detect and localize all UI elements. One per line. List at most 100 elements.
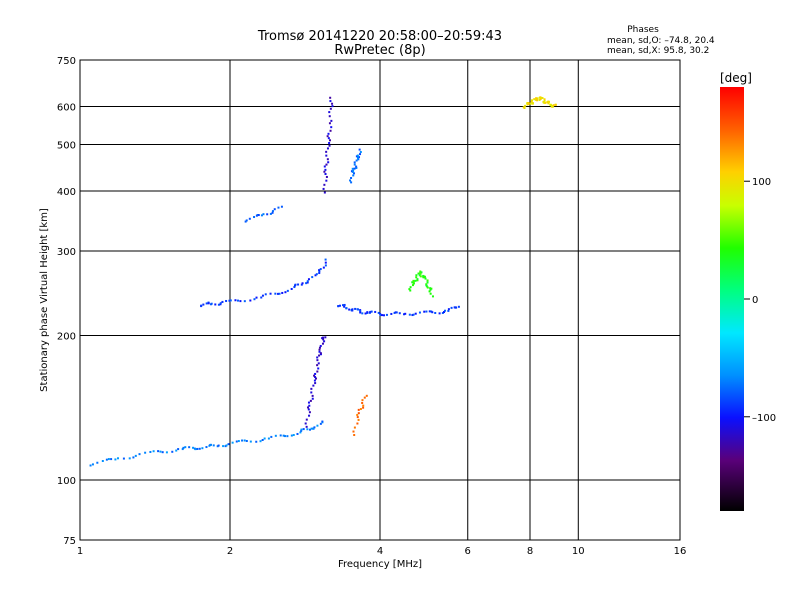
data-point xyxy=(434,311,437,314)
data-point xyxy=(536,99,539,102)
data-point xyxy=(404,312,407,315)
data-point xyxy=(364,312,367,315)
data-point xyxy=(188,446,191,449)
data-point xyxy=(219,302,222,305)
data-point xyxy=(313,374,316,377)
chart-subtitle: RwPretec (8p) xyxy=(334,43,425,58)
data-point xyxy=(306,281,309,284)
data-point xyxy=(325,163,328,166)
data-point xyxy=(356,413,359,416)
data-point xyxy=(319,268,322,271)
data-point xyxy=(353,167,356,170)
data-point xyxy=(314,372,317,375)
data-point xyxy=(324,168,327,171)
data-point xyxy=(416,279,419,282)
data-point xyxy=(262,213,265,216)
data-point xyxy=(198,447,201,450)
data-point xyxy=(319,352,322,355)
data-point xyxy=(411,284,414,287)
data-point xyxy=(429,288,432,291)
data-point xyxy=(214,303,217,306)
data-point xyxy=(409,289,412,292)
data-point xyxy=(526,102,529,105)
data-point xyxy=(322,187,325,190)
data-point xyxy=(358,156,361,159)
data-point xyxy=(324,261,327,264)
data-point xyxy=(318,270,321,273)
data-point xyxy=(377,311,380,314)
data-point xyxy=(294,283,297,286)
data-point xyxy=(323,340,326,343)
colorbar-tick-label: 100 xyxy=(752,177,771,188)
data-point xyxy=(259,440,262,443)
data-point xyxy=(266,213,269,216)
data-point xyxy=(428,290,431,293)
x-tick-label: 16 xyxy=(674,546,687,557)
data-point xyxy=(352,169,355,172)
data-point xyxy=(319,422,322,425)
data-point xyxy=(264,293,267,296)
data-point xyxy=(221,300,224,303)
data-point xyxy=(315,273,318,276)
data-point xyxy=(282,434,285,437)
data-point xyxy=(309,399,312,402)
data-point xyxy=(314,382,317,385)
data-point xyxy=(184,446,187,449)
data-point xyxy=(425,285,428,288)
data-point xyxy=(324,258,327,261)
data-point xyxy=(370,310,373,313)
data-point xyxy=(361,399,364,402)
data-point xyxy=(351,167,354,170)
data-point xyxy=(455,306,458,309)
data-point xyxy=(541,97,544,100)
data-point xyxy=(182,446,185,449)
data-point xyxy=(408,313,411,316)
data-point xyxy=(403,313,406,316)
data-point xyxy=(350,181,353,184)
data-point xyxy=(345,307,348,310)
data-point xyxy=(328,115,331,118)
data-point xyxy=(318,354,321,357)
data-point xyxy=(329,107,332,110)
data-point xyxy=(323,183,326,186)
data-point xyxy=(424,277,427,280)
data-point xyxy=(324,336,327,339)
data-point xyxy=(539,98,542,101)
data-point xyxy=(263,437,266,440)
data-point xyxy=(269,212,272,215)
data-point xyxy=(134,454,137,457)
data-point xyxy=(322,338,325,341)
data-points xyxy=(89,96,557,467)
data-point xyxy=(380,314,383,317)
data-point xyxy=(361,312,364,315)
data-point xyxy=(356,308,359,311)
data-point xyxy=(245,219,248,222)
data-point xyxy=(138,453,141,456)
data-point xyxy=(423,275,426,278)
data-point xyxy=(357,408,360,411)
data-point xyxy=(261,438,264,441)
data-point xyxy=(308,414,311,417)
data-point xyxy=(177,448,180,451)
data-point xyxy=(284,291,287,294)
data-point xyxy=(418,274,421,277)
data-point xyxy=(290,287,293,290)
data-point xyxy=(196,447,199,450)
data-point xyxy=(352,430,355,433)
data-point xyxy=(419,270,422,273)
data-point xyxy=(312,384,315,387)
data-point xyxy=(352,174,355,177)
data-point xyxy=(312,427,315,430)
data-point xyxy=(159,450,162,453)
data-point xyxy=(395,311,398,314)
data-point xyxy=(200,304,203,307)
data-point xyxy=(274,292,277,295)
data-point xyxy=(217,303,220,306)
data-point xyxy=(358,148,361,151)
y-tick-labels: 75 100 200 300 400 500 600 750 xyxy=(57,56,76,547)
data-point xyxy=(316,356,319,359)
data-point xyxy=(122,457,125,460)
data-point xyxy=(543,99,546,102)
data-point xyxy=(300,428,303,431)
data-point xyxy=(547,102,550,105)
